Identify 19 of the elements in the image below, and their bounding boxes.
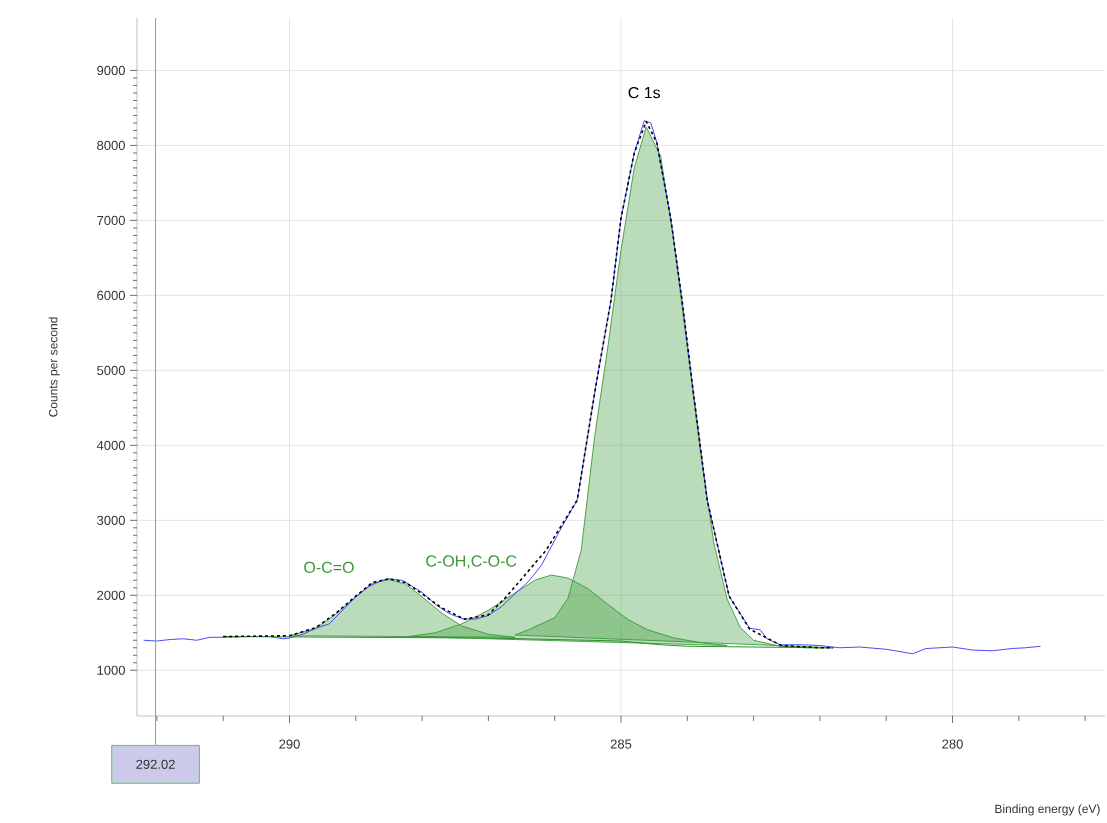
x-tick-label: 285 bbox=[610, 739, 632, 749]
y-tick-label: 4000 bbox=[96, 440, 125, 450]
y-tick-label: 5000 bbox=[97, 365, 125, 375]
y-tick-label: 8000 bbox=[97, 140, 125, 151]
y-tick-label: 6000 bbox=[97, 290, 125, 300]
series-label: O-C=O bbox=[304, 561, 354, 574]
y-tick-label: 3000 bbox=[97, 515, 125, 525]
y-axis-title: Counts per second bbox=[48, 317, 60, 417]
y-tick-label: 1000 bbox=[97, 665, 125, 675]
x-tick-label: 280 bbox=[942, 739, 963, 749]
series-label: C-OH,C-O-C bbox=[426, 555, 517, 569]
y-tick-label: 9000 bbox=[97, 65, 125, 76]
y-tick-label: 2000 bbox=[97, 590, 125, 600]
line-series bbox=[143, 120, 1042, 655]
x-tick-label: 290 bbox=[279, 739, 300, 749]
x-axis-title: Binding energy (eV) bbox=[995, 804, 1100, 816]
y-tick-label: 7000 bbox=[97, 215, 125, 226]
annotation: C 1s bbox=[628, 86, 661, 99]
ref-line-label: 292.02 bbox=[136, 759, 175, 769]
